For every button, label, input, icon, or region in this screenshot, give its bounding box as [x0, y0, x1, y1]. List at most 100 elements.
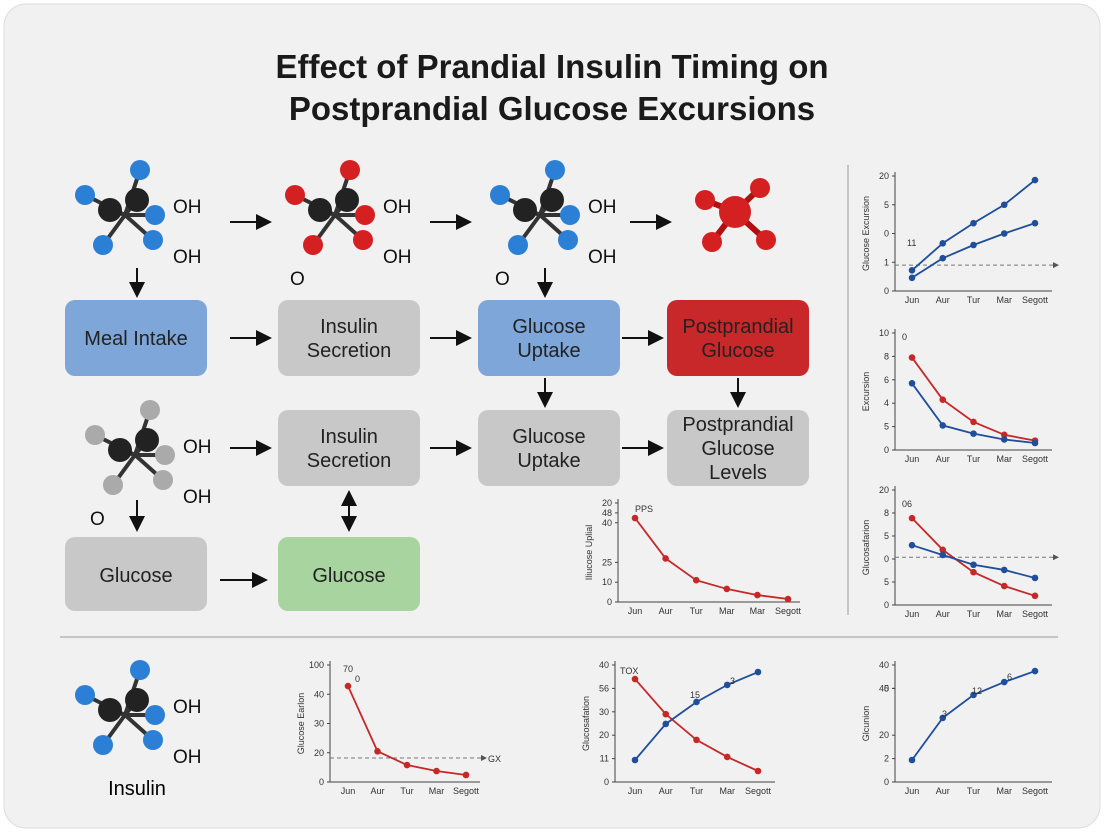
atom-label: OH — [383, 197, 412, 218]
annotation: 3 — [942, 709, 947, 719]
x-tick-label: Jun — [905, 295, 920, 305]
y-tick-label: 5 — [884, 200, 889, 210]
node-box — [278, 300, 420, 376]
atom — [702, 232, 722, 252]
node-label: Uptake — [517, 340, 580, 362]
x-tick-label: Aur — [936, 609, 950, 619]
atom — [153, 470, 173, 490]
point — [631, 675, 639, 683]
x-tick-label: Segott — [1022, 454, 1049, 464]
node-box — [478, 300, 620, 376]
atom — [756, 230, 776, 250]
atom-label: O — [290, 269, 305, 290]
y-tick-label: 2 — [884, 754, 889, 764]
atom — [125, 188, 149, 212]
y-tick-label: 1 — [884, 257, 889, 267]
atom-label: OH — [173, 197, 202, 218]
node-label: Glucose — [512, 426, 585, 448]
atom — [508, 235, 528, 255]
node-label: Glucose — [701, 438, 774, 460]
x-tick-label: Segott — [775, 606, 802, 616]
atom-label: OH — [588, 197, 617, 218]
point — [403, 761, 411, 769]
y-tick-label: 0 — [607, 597, 612, 607]
y-tick-label: 48 — [602, 508, 612, 518]
x-tick-label: Tur — [690, 786, 703, 796]
x-tick-label: Aur — [659, 786, 673, 796]
annotation: 06 — [902, 499, 912, 509]
atom — [140, 400, 160, 420]
y-tick-label: 5 — [884, 422, 889, 432]
point — [1000, 678, 1008, 686]
y-axis-label: Glucosafarion — [861, 520, 871, 576]
x-tick-label: Aur — [936, 454, 950, 464]
x-tick-label: Jun — [905, 786, 920, 796]
x-tick-label: Mar — [720, 786, 736, 796]
atom — [98, 698, 122, 722]
point — [692, 576, 700, 584]
y-tick-label: 40 — [879, 660, 889, 670]
atom — [540, 188, 564, 212]
x-tick-label: Segott — [1022, 609, 1049, 619]
point — [1031, 667, 1039, 675]
arrows — [129, 214, 746, 588]
molecule — [285, 160, 375, 255]
point — [784, 595, 792, 603]
title: Postprandial Glucose Excursions — [289, 90, 815, 127]
point — [908, 274, 916, 282]
atom — [145, 705, 165, 725]
node-box — [278, 537, 420, 611]
x-tick-label: Segott — [745, 786, 772, 796]
x-tick-label: Mar — [997, 454, 1013, 464]
point — [939, 396, 947, 403]
atom-label: OH — [183, 437, 212, 458]
point — [939, 254, 947, 262]
y-tick-label: 0 — [884, 445, 889, 455]
atom — [340, 160, 360, 180]
x-tick-label: Tur — [967, 295, 980, 305]
x-tick-label: Jun — [628, 606, 643, 616]
point — [1031, 439, 1039, 447]
point — [374, 747, 381, 755]
node-label: Postprandial — [682, 414, 793, 436]
point — [754, 668, 762, 676]
atom — [75, 685, 95, 705]
y-tick-label: 40 — [599, 660, 609, 670]
x-tick-label: Segott — [453, 786, 480, 796]
node-label: Secretion — [307, 340, 392, 362]
molecule — [75, 660, 165, 755]
atom — [75, 185, 95, 205]
atom — [145, 205, 165, 225]
x-tick-label: Tur — [690, 606, 703, 616]
node-label: Insulin — [320, 316, 378, 338]
x-tick-label: Aur — [659, 606, 673, 616]
x-tick-label: Mar — [429, 786, 445, 796]
node-box — [278, 410, 420, 486]
y-tick-label: 10 — [879, 328, 889, 338]
atom — [719, 196, 751, 228]
point — [908, 267, 916, 274]
node-label: Glucose — [512, 316, 585, 338]
x-tick-label: Mar — [997, 295, 1013, 305]
atom — [558, 230, 578, 250]
annotation: 70 — [343, 664, 353, 674]
molecule-name: Insulin — [108, 778, 166, 800]
y-axis-label: Glucose Excursion — [861, 196, 871, 271]
point — [631, 514, 639, 522]
y-tick-label: 30 — [599, 707, 609, 717]
y-tick-label: 6 — [884, 375, 889, 385]
node-box — [667, 410, 809, 486]
point — [970, 430, 977, 437]
atom — [560, 205, 580, 225]
atom — [93, 735, 113, 755]
annotation: 11 — [907, 238, 916, 248]
series-line — [634, 517, 789, 600]
point — [631, 756, 639, 764]
node-label: Glucose — [312, 565, 385, 587]
x-tick-label: Jun — [628, 786, 643, 796]
annotation: 15 — [690, 690, 700, 700]
y-tick-label: 8 — [884, 351, 889, 361]
atom — [750, 178, 770, 198]
point — [1000, 431, 1008, 439]
